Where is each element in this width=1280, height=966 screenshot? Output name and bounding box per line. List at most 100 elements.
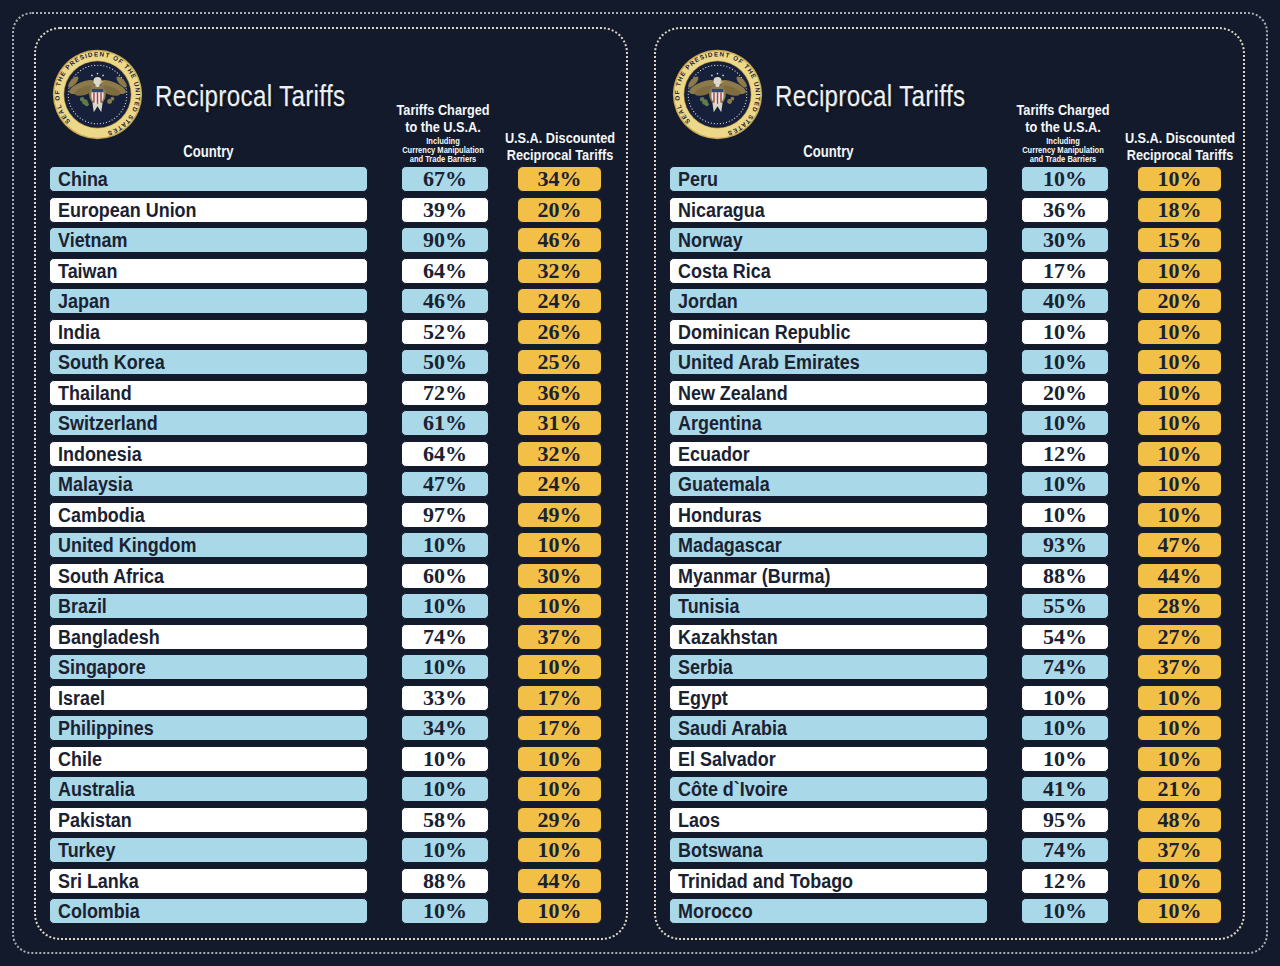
discounted-tariff-cell: 10%: [517, 746, 602, 772]
tariff-charged-cell: 10%: [401, 593, 489, 619]
country-cell: Pakistan: [49, 807, 368, 833]
tariffs-charged-line1: Tariffs Charged: [989, 102, 1137, 119]
discounted-tariff-cell: 46%: [517, 227, 602, 253]
tariff-charged-cell: 61%: [401, 410, 489, 436]
discounted-tariff-cell: 17%: [517, 715, 602, 741]
discounted-tariff-cell: 10%: [517, 837, 602, 863]
table-row: Sri Lanka88%44%: [49, 868, 615, 894]
table-row: Dominican Republic10%10%: [669, 319, 1235, 345]
tariff-charged-cell: 46%: [401, 288, 489, 314]
country-cell: Guatemala: [669, 471, 988, 497]
tariff-charged-cell: 10%: [401, 837, 489, 863]
table-row: Bangladesh74%37%: [49, 624, 615, 650]
discounted-tariff-cell: 27%: [1137, 624, 1222, 650]
tariff-charged-cell: 41%: [1021, 776, 1109, 802]
tariff-charged-cell: 54%: [1021, 624, 1109, 650]
discounted-tariff-cell: 10%: [1137, 410, 1222, 436]
table-row: Norway30%15%: [669, 227, 1235, 253]
presidential-seal-icon: SEAL OF THE PRESIDENT OF THE UNITED STAT…: [671, 48, 764, 141]
tariff-charged-cell: 64%: [401, 441, 489, 467]
table-row: Japan46%24%: [49, 288, 615, 314]
discounted-tariff-cell: 44%: [1137, 563, 1222, 589]
table-row: Botswana74%37%: [669, 837, 1235, 863]
discounted-tariff-cell: 29%: [517, 807, 602, 833]
table-row: United Arab Emirates10%10%: [669, 349, 1235, 375]
table-row: China67%34%: [49, 166, 615, 192]
discounted-tariff-cell: 31%: [517, 410, 602, 436]
tariff-charged-cell: 74%: [1021, 837, 1109, 863]
country-cell: Costa Rica: [669, 258, 988, 284]
tariff-charged-cell: 10%: [1021, 410, 1109, 436]
country-cell: Japan: [49, 288, 368, 314]
country-cell: Côte d`Ivoire: [669, 776, 988, 802]
country-cell: Brazil: [49, 593, 368, 619]
discounted-tariff-cell: 26%: [517, 319, 602, 345]
table-row: Kazakhstan54%27%: [669, 624, 1235, 650]
tariff-charged-cell: 36%: [1021, 197, 1109, 223]
discounted-line1: U.S.A. Discounted: [1106, 129, 1254, 146]
country-cell: Jordan: [669, 288, 988, 314]
country-cell: El Salvador: [669, 746, 988, 772]
tariff-charged-cell: 50%: [401, 349, 489, 375]
tariff-charged-cell: 10%: [401, 654, 489, 680]
table-row: Peru10%10%: [669, 166, 1235, 192]
country-cell: Thailand: [49, 380, 368, 406]
discounted-tariff-cell: 47%: [1137, 532, 1222, 558]
table-row: Laos95%48%: [669, 807, 1235, 833]
country-column-header: Country: [698, 143, 960, 161]
country-column-header: Country: [78, 143, 340, 161]
table-row: Pakistan58%29%: [49, 807, 615, 833]
discounted-tariff-cell: 36%: [517, 380, 602, 406]
tariff-charged-cell: 10%: [1021, 502, 1109, 528]
discounted-line2: Reciprocal Tariffs: [486, 146, 634, 163]
country-cell: Egypt: [669, 685, 988, 711]
discounted-tariff-cell: 17%: [517, 685, 602, 711]
country-cell: Switzerland: [49, 410, 368, 436]
table-row: Costa Rica17%10%: [669, 258, 1235, 284]
country-cell: European Union: [49, 197, 368, 223]
table-row: Egypt10%10%: [669, 685, 1235, 711]
table-row: Jordan40%20%: [669, 288, 1235, 314]
country-cell: Australia: [49, 776, 368, 802]
discounted-column-header: U.S.A. Discounted Reciprocal Tariffs: [1106, 129, 1254, 163]
table-row: Trinidad and Tobago12%10%: [669, 868, 1235, 894]
discounted-tariff-cell: 10%: [1137, 685, 1222, 711]
tariff-charged-cell: 64%: [401, 258, 489, 284]
tariff-charged-cell: 60%: [401, 563, 489, 589]
discounted-tariff-cell: 30%: [517, 563, 602, 589]
discounted-tariff-cell: 49%: [517, 502, 602, 528]
discounted-tariff-cell: 10%: [1137, 746, 1222, 772]
tariff-charged-cell: 10%: [1021, 746, 1109, 772]
country-cell: Ecuador: [669, 441, 988, 467]
tariff-charged-cell: 10%: [1021, 898, 1109, 924]
discounted-tariff-cell: 10%: [1137, 715, 1222, 741]
country-cell: Honduras: [669, 502, 988, 528]
tariff-charged-cell: 88%: [401, 868, 489, 894]
table-row: Serbia74%37%: [669, 654, 1235, 680]
tariff-charged-cell: 97%: [401, 502, 489, 528]
discounted-tariff-cell: 24%: [517, 471, 602, 497]
tariff-charged-cell: 10%: [1021, 166, 1109, 192]
tariff-charged-cell: 72%: [401, 380, 489, 406]
country-cell: Bangladesh: [49, 624, 368, 650]
country-cell: Taiwan: [49, 258, 368, 284]
country-cell: Philippines: [49, 715, 368, 741]
country-cell: Singapore: [49, 654, 368, 680]
table-row: Morocco10%10%: [669, 898, 1235, 924]
tariff-charged-cell: 10%: [401, 746, 489, 772]
discounted-tariff-cell: 44%: [517, 868, 602, 894]
tariff-charged-cell: 10%: [401, 898, 489, 924]
country-cell: South Africa: [49, 563, 368, 589]
tariff-charged-cell: 47%: [401, 471, 489, 497]
country-cell: South Korea: [49, 349, 368, 375]
discounted-tariff-cell: 10%: [1137, 380, 1222, 406]
country-cell: Dominican Republic: [669, 319, 988, 345]
tariff-charged-cell: 93%: [1021, 532, 1109, 558]
discounted-tariff-cell: 10%: [1137, 349, 1222, 375]
tariff-charged-cell: 74%: [1021, 654, 1109, 680]
tariff-charged-cell: 12%: [1021, 868, 1109, 894]
country-cell: New Zealand: [669, 380, 988, 406]
tariff-charged-cell: 88%: [1021, 563, 1109, 589]
tariff-charged-cell: 17%: [1021, 258, 1109, 284]
table-row: Thailand 72% 36%: [49, 380, 615, 406]
